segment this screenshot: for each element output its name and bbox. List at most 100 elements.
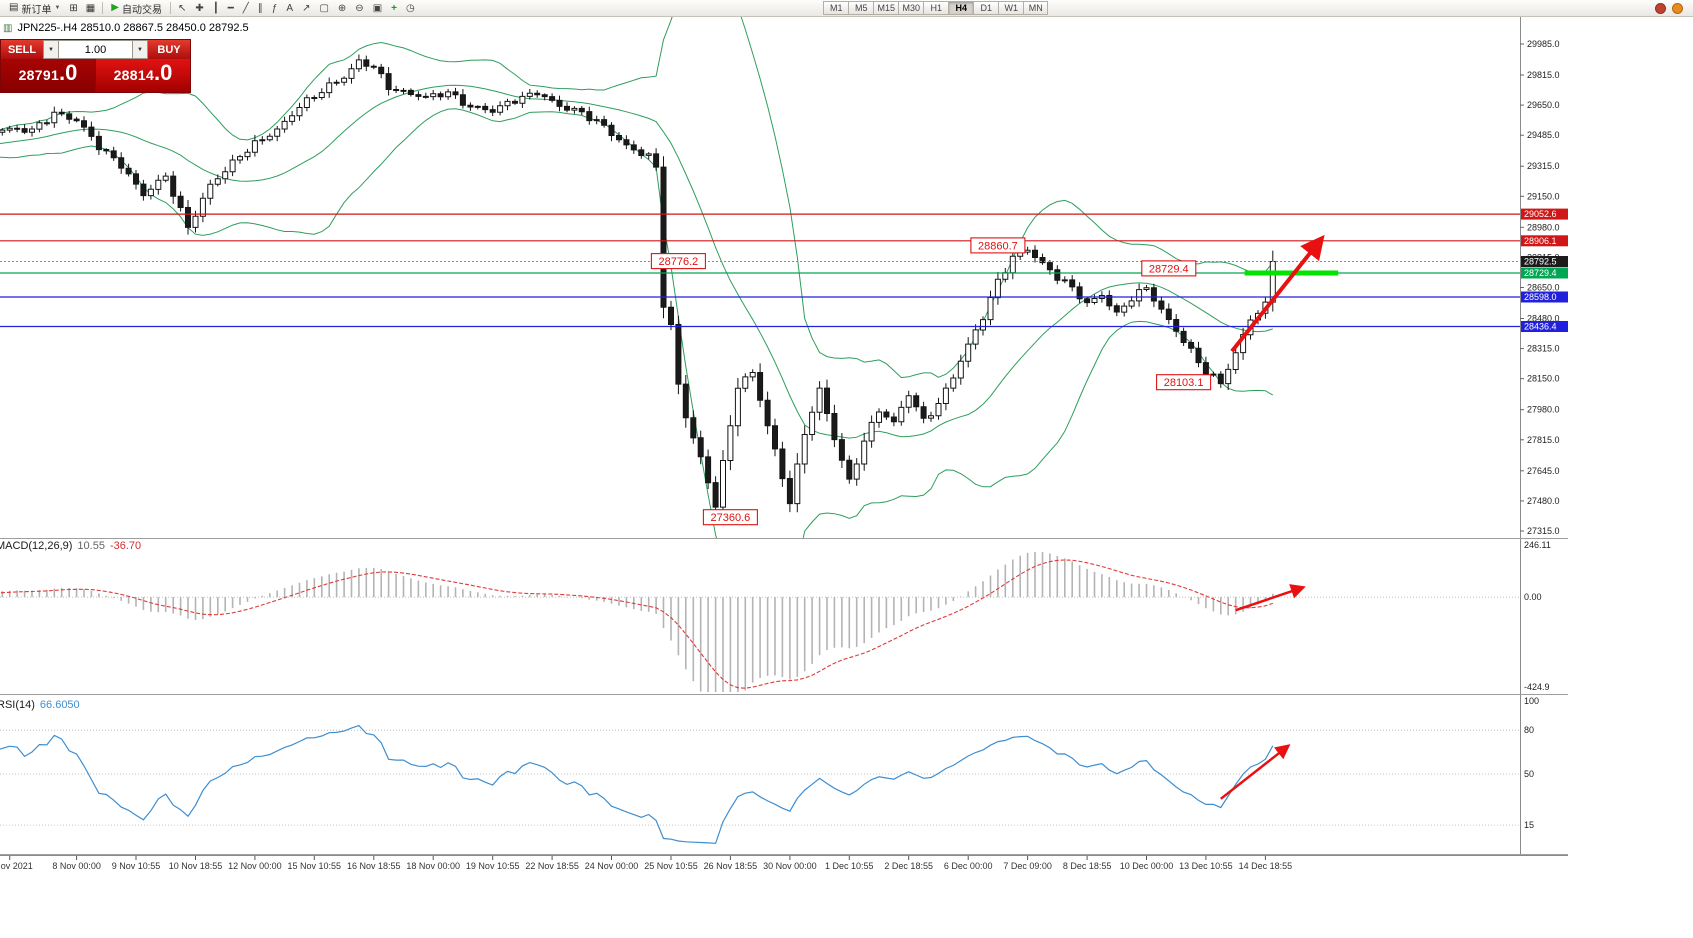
macd-signal-value: -36.70 (109, 540, 142, 552)
time-axis[interactable]: 5 Nov 2021 8 Nov 00:00 9 Nov 10:55 10 Nov 1… (0, 855, 1568, 877)
price-tick-label: 29815.0 (1527, 70, 1560, 80)
sell-button[interactable]: SELL (1, 40, 43, 59)
volume-dropdown-icon[interactable]: ▼ (132, 40, 148, 59)
macd-scale-top: 246.11 (1524, 540, 1551, 550)
sell-price[interactable]: 28791.0 (1, 59, 95, 92)
arrow-object-icon[interactable]: ↗ (302, 2, 311, 14)
shapes-icon[interactable]: ▢ (319, 2, 329, 14)
timeframe-m1[interactable]: M1 (823, 1, 849, 15)
price-axis-tag: 28729.4 (1524, 268, 1557, 278)
zoom-out-icon[interactable]: ⊖ (355, 2, 364, 14)
crosshair-icon[interactable]: ✚ (195, 2, 204, 14)
macd-value: 10.55 (77, 540, 105, 552)
rsi-level-label: 50 (1524, 769, 1534, 779)
tray-icon-red[interactable] (1655, 2, 1666, 14)
svg-text:28729.4: 28729.4 (1149, 263, 1189, 275)
autotrade-play-icon: ▶ (111, 2, 119, 13)
time-tick-label: 19 Nov 10:55 (466, 861, 520, 871)
time-tick-label: 25 Nov 10:55 (644, 861, 698, 871)
timeframe-h4[interactable]: H4 (948, 1, 974, 15)
channel-icon[interactable]: ∥ (257, 2, 263, 14)
period-clock-icon[interactable]: ◷ (405, 2, 415, 14)
panel-separator[interactable] (0, 694, 1568, 695)
autotrade-button[interactable]: ▶ 自动交易 (106, 1, 167, 16)
timeframe-m5[interactable]: M5 (848, 1, 874, 15)
price-tick-label: 27980.0 (1527, 405, 1560, 415)
timeframe-h1[interactable]: H1 (923, 1, 949, 15)
price-axis-tag: 28792.5 (1524, 257, 1557, 267)
price-tick-label: 29985.0 (1527, 39, 1560, 49)
chart-windows-icon: ⊞ (69, 2, 78, 14)
time-tick-label: 6 Dec 00:00 (944, 861, 993, 871)
timeframe-d1[interactable]: D1 (973, 1, 999, 15)
time-tick-label: 10 Nov 18:55 (169, 861, 223, 871)
price-tick-label: 27315.0 (1527, 526, 1560, 536)
bollinger-bands (0, 17, 1274, 538)
price-axis[interactable]: 29985.0 29815.0 29650.0 29485.0 29315.0 29150… (1520, 17, 1568, 538)
panel-separator (0, 854, 1568, 855)
sell-dropdown-icon[interactable]: ▼ (43, 40, 59, 59)
indicators-add-icon[interactable]: + (391, 2, 397, 14)
volume-input[interactable]: 1.00 (59, 40, 132, 59)
fibonacci-icon[interactable]: ƒ (271, 2, 278, 14)
buy-price[interactable]: 28814.0 (95, 59, 190, 92)
new-order-label: 新订单 (21, 4, 52, 16)
time-tick-label: 30 Nov 00:00 (763, 861, 817, 871)
timeframe-m15[interactable]: M15 (873, 1, 899, 15)
price-tick-label: 29650.0 (1527, 100, 1560, 110)
rsi-panel[interactable]: 100 80 50 15 (0, 695, 1568, 854)
time-tick-label: 10 Dec 00:00 (1120, 861, 1174, 871)
cursor-icon[interactable]: ↖ (177, 2, 187, 14)
rsi-scale-top: 100 (1524, 696, 1539, 706)
chevron-down-icon: ▼ (54, 5, 61, 11)
time-tick-label: 26 Nov 18:55 (704, 861, 758, 871)
price-tick-label: 28980.0 (1527, 222, 1560, 232)
price-axis-tag: 28436.4 (1524, 322, 1557, 332)
timeframe-w1[interactable]: W1 (998, 1, 1024, 15)
time-tick-label: 16 Nov 18:55 (347, 861, 401, 871)
time-tick-label: 14 Dec 18:55 (1239, 861, 1293, 871)
rsi-value: 66.6050 (39, 699, 80, 711)
price-tick-label: 27815.0 (1527, 435, 1560, 445)
time-tick-label: 13 Dec 10:55 (1179, 861, 1233, 871)
chart-windows-button[interactable]: ⊞ (65, 1, 81, 16)
symbol-ohlc-text: JPN225-.H4 28510.0 28867.5 28450.0 28792… (17, 22, 249, 34)
new-order-button[interactable]: ▤ 新订单 ▼ (4, 1, 65, 16)
buy-button[interactable]: BUY (148, 40, 190, 59)
macd-trend-arrow[interactable] (1235, 584, 1306, 612)
zoom-in-icon[interactable]: ⊕ (337, 2, 347, 14)
trend-arrow[interactable] (1230, 234, 1325, 353)
price-tick-label: 29150.0 (1527, 191, 1560, 201)
macd-name: MACD(12,26,9) (0, 540, 73, 552)
one-click-trading-panel: SELL ▼ 1.00 ▼ BUY 28791.0 28814.0 (0, 39, 191, 93)
time-tick-label: 9 Nov 10:55 (112, 861, 161, 871)
symbol-info-bar: ▥ JPN225-.H4 28510.0 28867.5 28450.0 287… (3, 22, 249, 34)
profiles-icon: ▦ (85, 2, 96, 14)
text-label-icon[interactable]: A (286, 2, 294, 14)
price-tick-label: 29315.0 (1527, 161, 1560, 171)
tray-icon-orange[interactable] (1672, 2, 1683, 14)
horizontal-line-icon[interactable]: ━ (227, 2, 234, 14)
price-axis-tag: 29052.6 (1524, 209, 1557, 219)
macd-panel[interactable]: 246.11 0.00 -424.9 (0, 539, 1568, 694)
macd-scale-zero: 0.00 (1524, 592, 1542, 602)
vertical-line-icon[interactable]: ┃ (212, 2, 219, 14)
macd-indicator-label: MACD(12,26,9) 10.55 -36.70 (0, 540, 141, 552)
timeframe-m30[interactable]: M30 (898, 1, 924, 15)
price-callouts[interactable]: 28776.2 28860.7 28729.4 28103.1 27360.6 (650, 237, 1212, 526)
macd-scale-bottom: -424.9 (1524, 682, 1550, 692)
trendline-icon[interactable]: ╱ (242, 2, 249, 14)
rsi-level-label: 80 (1524, 725, 1534, 735)
autotrade-label: 自动交易 (121, 4, 162, 16)
panel-separator[interactable] (0, 538, 1568, 539)
profiles-button[interactable]: ▦ (82, 1, 99, 16)
time-tick-label: 12 Nov 00:00 (228, 861, 282, 871)
price-chart[interactable]: 29985.0 29815.0 29650.0 29485.0 29315.0 29150… (0, 17, 1568, 538)
tile-windows-icon[interactable]: ▣ (372, 2, 383, 14)
time-tick-label: 2 Dec 18:55 (884, 861, 933, 871)
rsi-trend-arrow[interactable] (1220, 744, 1291, 800)
timeframe-mn[interactable]: MN (1023, 1, 1049, 15)
horizontal-level-lines[interactable] (0, 213, 1520, 328)
price-main-digits: 28814 (113, 67, 155, 83)
rsi-line (0, 724, 1274, 844)
